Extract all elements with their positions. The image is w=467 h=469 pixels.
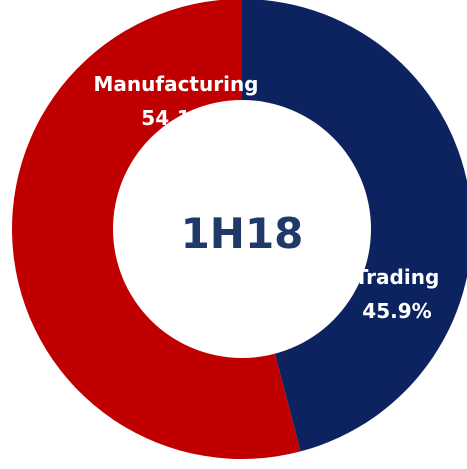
slice-value-trading: 45.9% [362,299,431,323]
slice-label-trading: Trading [355,265,440,289]
donut-hole [113,100,371,358]
slice-value-manufacturing: 54.1% [141,106,210,130]
slice-labels-group: Trading 45.9% Manufacturing 54.1% [94,72,440,323]
slice-label-manufacturing: Manufacturing [94,72,259,96]
center-label: 1H18 [181,209,304,258]
